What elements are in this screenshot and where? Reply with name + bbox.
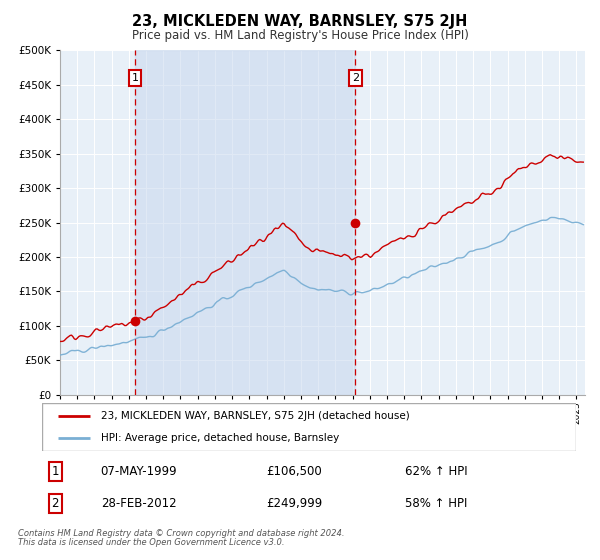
Text: 2: 2 (52, 497, 59, 510)
FancyBboxPatch shape (42, 403, 576, 451)
Text: 23, MICKLEDEN WAY, BARNSLEY, S75 2JH: 23, MICKLEDEN WAY, BARNSLEY, S75 2JH (133, 14, 467, 29)
Text: 58% ↑ HPI: 58% ↑ HPI (405, 497, 467, 510)
Text: 28-FEB-2012: 28-FEB-2012 (101, 497, 176, 510)
Text: £106,500: £106,500 (266, 465, 322, 478)
Text: 2: 2 (352, 73, 359, 83)
Text: Price paid vs. HM Land Registry's House Price Index (HPI): Price paid vs. HM Land Registry's House … (131, 29, 469, 42)
Text: 1: 1 (131, 73, 139, 83)
Text: 1: 1 (52, 465, 59, 478)
Bar (135, 50, 355, 395)
Text: HPI: Average price, detached house, Barnsley: HPI: Average price, detached house, Barn… (101, 433, 339, 443)
Text: £249,999: £249,999 (266, 497, 323, 510)
Text: 07-MAY-1999: 07-MAY-1999 (101, 465, 178, 478)
Text: Contains HM Land Registry data © Crown copyright and database right 2024.: Contains HM Land Registry data © Crown c… (18, 529, 344, 538)
Text: 62% ↑ HPI: 62% ↑ HPI (405, 465, 468, 478)
Text: 23, MICKLEDEN WAY, BARNSLEY, S75 2JH (detached house): 23, MICKLEDEN WAY, BARNSLEY, S75 2JH (de… (101, 411, 409, 421)
Text: This data is licensed under the Open Government Licence v3.0.: This data is licensed under the Open Gov… (18, 538, 284, 547)
